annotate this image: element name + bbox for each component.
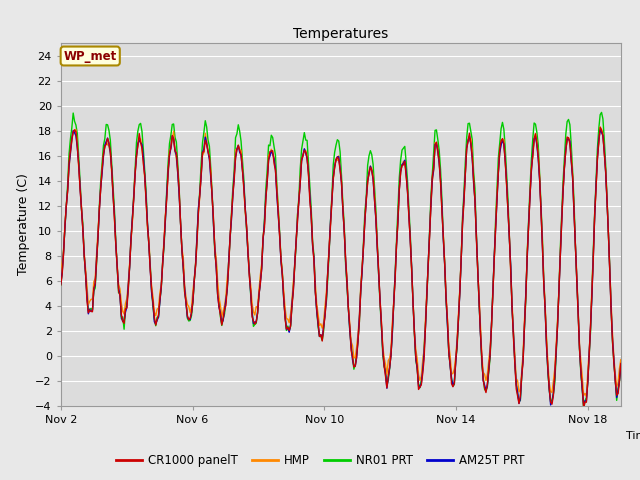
Y-axis label: Temperature (C): Temperature (C) [17, 173, 29, 276]
Text: Time: Time [627, 431, 640, 441]
Text: WP_met: WP_met [63, 49, 117, 62]
Title: Temperatures: Temperatures [293, 27, 388, 41]
Legend: CR1000 panelT, HMP, NR01 PRT, AM25T PRT: CR1000 panelT, HMP, NR01 PRT, AM25T PRT [111, 449, 529, 472]
